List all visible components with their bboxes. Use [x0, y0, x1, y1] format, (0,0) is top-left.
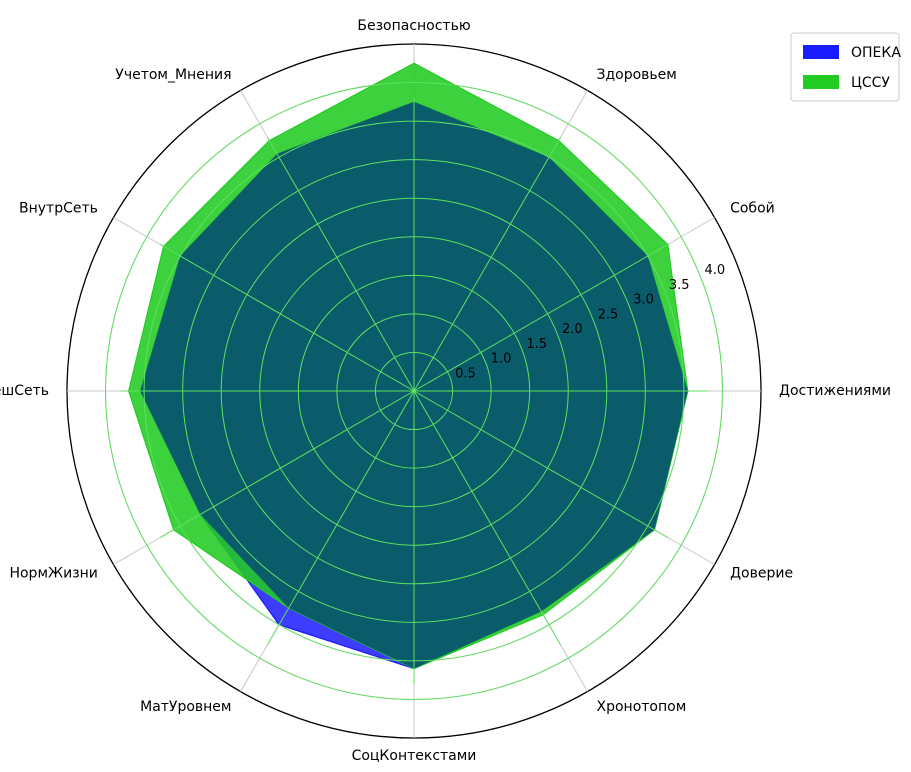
- spoke-5: [413, 390, 561, 646]
- spoke-7: [267, 390, 415, 646]
- axis-labels: 0.5 1.0 1.5 2.0 2.5 3.0 3.5 4.0 Безопасностью Здо…: [0, 18, 891, 764]
- r-tick-label-3: 2.0: [562, 322, 583, 337]
- legend-swatch-opeka: [803, 45, 839, 59]
- axis-label-1: Здоровьем: [597, 67, 677, 83]
- axis-label-8: НормЖизни: [9, 566, 97, 582]
- r-tick-label-5: 3.0: [633, 293, 654, 308]
- axis-label-3: Достижениями: [779, 383, 891, 399]
- spoke-10: [159, 244, 415, 392]
- r-tick-label-6: 3.5: [669, 278, 690, 293]
- legend: ОПЕКА ЦССУ: [790, 32, 901, 102]
- r-tick-label-0: 0.5: [455, 366, 476, 381]
- legend-swatch-cssu: [803, 75, 839, 89]
- axis-label-10: ВнутрСеть: [19, 201, 98, 217]
- axis-label-6: СоцКонтекстами: [352, 748, 477, 764]
- r-tick-label-1: 1.0: [491, 352, 512, 367]
- axis-label-0: Безопасностью: [357, 18, 470, 34]
- ring-7: [105, 82, 723, 700]
- legend-label-cssu: ЦССУ: [851, 75, 890, 91]
- inner-grid: [105, 82, 723, 700]
- r-tick-label-2: 1.5: [526, 337, 547, 352]
- spoke-4: [413, 390, 669, 538]
- spoke-11: [267, 136, 415, 392]
- r-tick-label-4: 2.5: [598, 307, 619, 322]
- axis-label-5: Хронотопом: [597, 699, 687, 715]
- spoke-1: [413, 136, 561, 392]
- axis-label-2: Собой: [730, 201, 775, 217]
- spoke-2: [413, 244, 669, 392]
- data-point-1-0: [413, 62, 415, 65]
- r-tick-label-7: 4.0: [705, 263, 726, 278]
- axis-label-7: МатУровнем: [140, 699, 231, 715]
- axis-label-11: Учетом_Мнения: [115, 67, 231, 83]
- spoke-8: [159, 390, 415, 538]
- legend-label-opeka: ОПЕКА: [851, 45, 901, 61]
- axis-label-9: ВнешСеть: [0, 383, 49, 399]
- axis-label-4: Доверие: [730, 566, 793, 582]
